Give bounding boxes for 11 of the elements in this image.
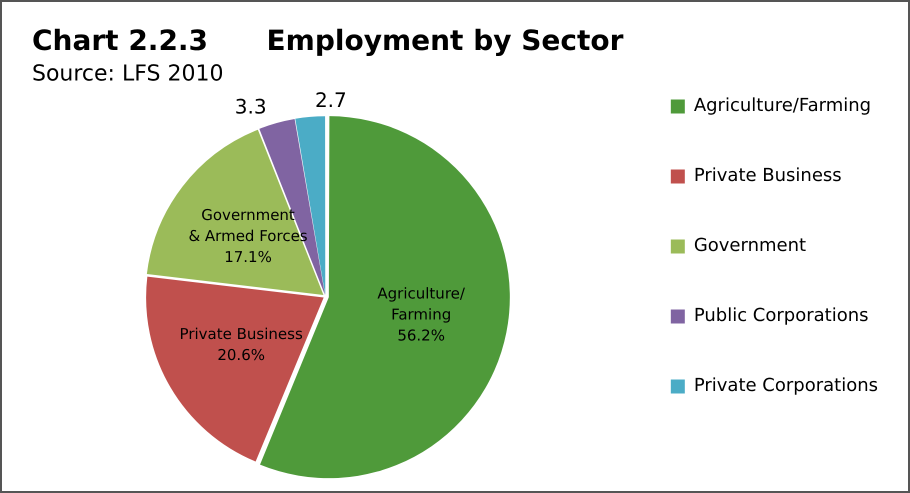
data-label: 3.3: [234, 94, 267, 119]
data-label: Private Business 20.6%: [180, 325, 303, 364]
chart-subtitle: Source: LFS 2010: [32, 62, 224, 87]
legend-label: Government: [694, 235, 806, 256]
data-label: Agriculture/ Farming 56.2%: [377, 284, 466, 344]
legend-label: Public Corporations: [694, 305, 869, 326]
data-label: 2.7: [314, 88, 347, 112]
legend-label: Private Business: [694, 165, 842, 186]
chart-title: Chart 2.2.3 Employment by Sector: [32, 24, 624, 58]
legend-label: Private Corporations: [694, 375, 878, 396]
legend-label: Agriculture/Farming: [694, 95, 872, 116]
